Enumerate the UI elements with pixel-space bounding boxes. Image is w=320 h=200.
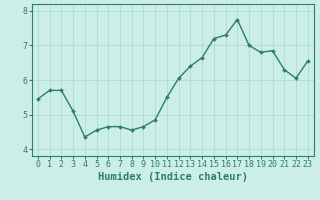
X-axis label: Humidex (Indice chaleur): Humidex (Indice chaleur) xyxy=(98,172,248,182)
